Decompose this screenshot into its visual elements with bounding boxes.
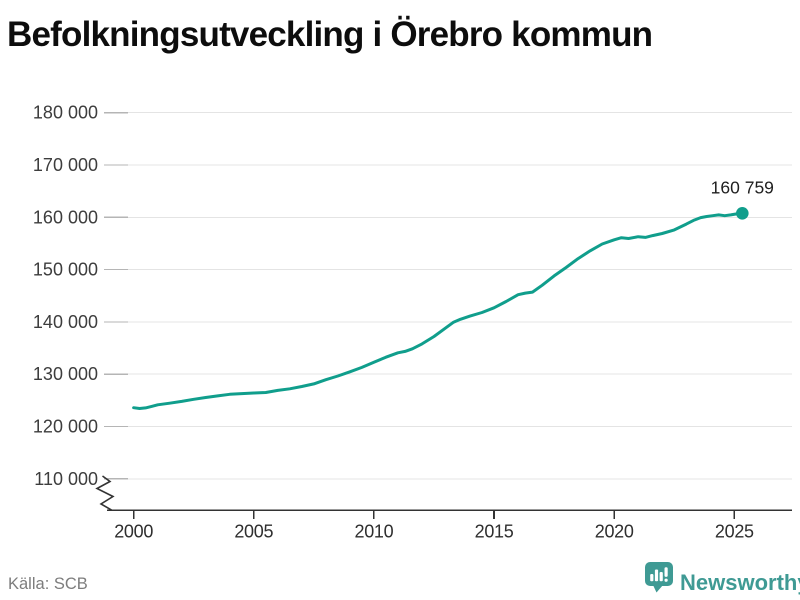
newsworthy-wordmark: Newsworthy (680, 570, 800, 595)
y-tick-label: 150 000 (33, 260, 98, 280)
y-tick-label: 160 000 (33, 207, 98, 227)
chart-gridlines (112, 112, 792, 480)
y-tick-label: 140 000 (33, 312, 98, 332)
population-line (132, 211, 744, 410)
newsworthy-logo[interactable]: Newsworthy (645, 562, 800, 595)
x-tick-label: 2025 (715, 522, 754, 542)
y-axis-labels: 110 000 120 000 130 000 140 000 150 000 160 0… (33, 103, 128, 489)
latest-value-label: 160 759 (711, 177, 774, 197)
x-axis-labels: 2000 2005 2010 2015 2020 2025 (114, 522, 754, 542)
x-tick-label: 2010 (354, 522, 393, 542)
chart-title: Befolkningsutveckling i Örebro kommun (7, 15, 652, 54)
y-tick-label: 180 000 (33, 103, 98, 123)
latest-value-dot (736, 207, 749, 220)
x-tick-label: 2015 (475, 522, 514, 542)
source-label: Källa: SCB (8, 575, 88, 593)
exclamation-icon (664, 567, 668, 577)
axis-break-icon (95, 475, 115, 511)
y-tick-label: 110 000 (34, 469, 98, 489)
x-tick-label: 2020 (595, 522, 634, 542)
y-tick-label: 170 000 (33, 155, 98, 175)
bar-chart-icon (650, 574, 654, 582)
y-tick-label: 130 000 (33, 364, 98, 384)
y-tick-label: 120 000 (33, 417, 98, 437)
x-tick-label: 2000 (114, 522, 153, 542)
x-tick-label: 2005 (234, 522, 273, 542)
newsworthy-chart-bubble-icon (645, 562, 673, 593)
x-axis (107, 509, 792, 519)
